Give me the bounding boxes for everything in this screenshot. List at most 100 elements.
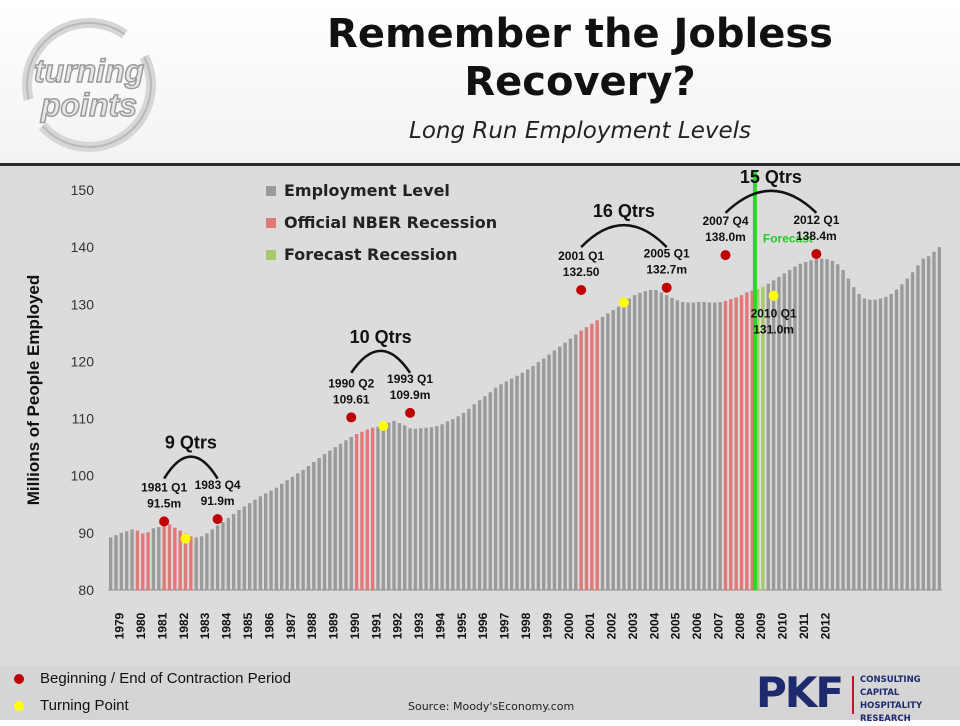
bar <box>274 487 279 590</box>
bar <box>231 514 236 590</box>
y-tick-label: 130 <box>71 296 95 312</box>
bar <box>515 375 519 590</box>
bar <box>194 537 198 590</box>
bar <box>691 302 696 590</box>
bar <box>317 458 321 590</box>
bar <box>638 292 642 590</box>
bar <box>542 358 546 590</box>
bar <box>338 443 343 590</box>
marker-label-period: 1983 Q4 <box>195 478 241 492</box>
bar <box>488 392 492 590</box>
contraction-dot-icon <box>14 673 24 684</box>
page-title: Remember the Jobless Recovery? <box>250 10 910 106</box>
bar <box>370 427 375 590</box>
bar <box>269 490 273 590</box>
bar <box>477 400 482 590</box>
span-label: 16 Qtrs <box>593 201 655 221</box>
source-note: Source: Moody'sEconomy.com <box>408 700 575 713</box>
bar <box>632 295 637 590</box>
y-tick-label: 110 <box>72 411 95 427</box>
pkf-tagline-2: CAPITAL <box>860 688 900 698</box>
logo-word-2: points <box>40 87 137 123</box>
bar <box>290 476 295 590</box>
bar <box>199 536 204 590</box>
bar <box>702 302 706 590</box>
bar <box>798 263 803 590</box>
bar <box>301 470 305 590</box>
bar <box>568 338 573 590</box>
x-tick-label: 1986 <box>262 612 276 639</box>
bar <box>456 416 460 590</box>
bar <box>461 412 466 590</box>
bar <box>381 426 386 590</box>
x-tick-label: 1987 <box>284 612 298 639</box>
bar <box>435 426 439 590</box>
page-subtitle: Long Run Employment Levels <box>409 118 751 144</box>
bar <box>852 287 856 590</box>
turning-points-logo: turning points <box>22 18 156 152</box>
bar <box>664 295 669 590</box>
marker-label-value: 91.9m <box>201 494 235 508</box>
bar <box>841 270 845 590</box>
x-tick-label: 2004 <box>647 612 661 639</box>
bar <box>419 428 423 590</box>
bar <box>814 259 819 590</box>
bar <box>857 294 861 590</box>
x-tick-label: 2008 <box>733 612 747 639</box>
bar <box>114 535 118 590</box>
span-arc <box>580 224 668 249</box>
bar <box>937 247 942 590</box>
bar <box>873 299 877 590</box>
bar <box>670 298 674 590</box>
bar <box>258 496 263 590</box>
x-tick-label: 1995 <box>455 612 469 639</box>
marker-label-period: 2005 Q1 <box>644 247 690 261</box>
bar <box>926 256 931 590</box>
bar <box>440 424 444 590</box>
bar <box>718 302 722 590</box>
turning-marker <box>618 297 629 308</box>
y-tick-label: 80 <box>78 582 94 598</box>
bar <box>846 278 851 590</box>
x-tick-label: 2007 <box>711 612 725 639</box>
x-tick-label: 1994 <box>433 612 447 639</box>
bar <box>205 533 209 590</box>
bar <box>376 426 380 590</box>
bar <box>584 327 589 590</box>
bar <box>189 536 193 590</box>
bar <box>210 529 214 590</box>
footer-legend-turning-label: Turning Point <box>40 697 129 714</box>
marker-label-period: 2010 Q1 <box>751 307 797 321</box>
bar <box>755 288 760 590</box>
span-label: 9 Qtrs <box>165 433 217 453</box>
bar <box>686 302 690 590</box>
span-arc <box>350 349 412 374</box>
bar <box>820 258 824 590</box>
employment-chart: 80 90 100 110 120 130 140 150 Millions of People… <box>24 167 942 639</box>
bar <box>536 362 541 590</box>
bar <box>178 530 182 590</box>
span-label: 10 Qtrs <box>350 327 412 347</box>
bar <box>654 290 658 590</box>
bar <box>408 428 412 590</box>
x-tick-label: 2009 <box>754 612 768 639</box>
marker-label-period: 1990 Q2 <box>328 376 374 390</box>
bar <box>162 526 166 590</box>
bar <box>916 265 920 590</box>
x-tick-label: 1980 <box>134 612 148 639</box>
bar <box>183 533 188 590</box>
turning-marker <box>768 290 779 301</box>
bar <box>451 419 455 590</box>
x-tick-label: 1996 <box>476 612 490 639</box>
span-arc <box>163 455 219 480</box>
x-tick-label: 2012 <box>818 612 832 639</box>
bar <box>862 298 867 590</box>
bar <box>675 300 680 590</box>
x-tick-label: 1992 <box>391 612 405 639</box>
bar <box>141 533 145 590</box>
marker-label-value: 109.9m <box>390 388 431 402</box>
bar <box>328 450 332 590</box>
bar <box>413 428 418 590</box>
bar <box>130 529 134 590</box>
bar <box>921 258 925 590</box>
